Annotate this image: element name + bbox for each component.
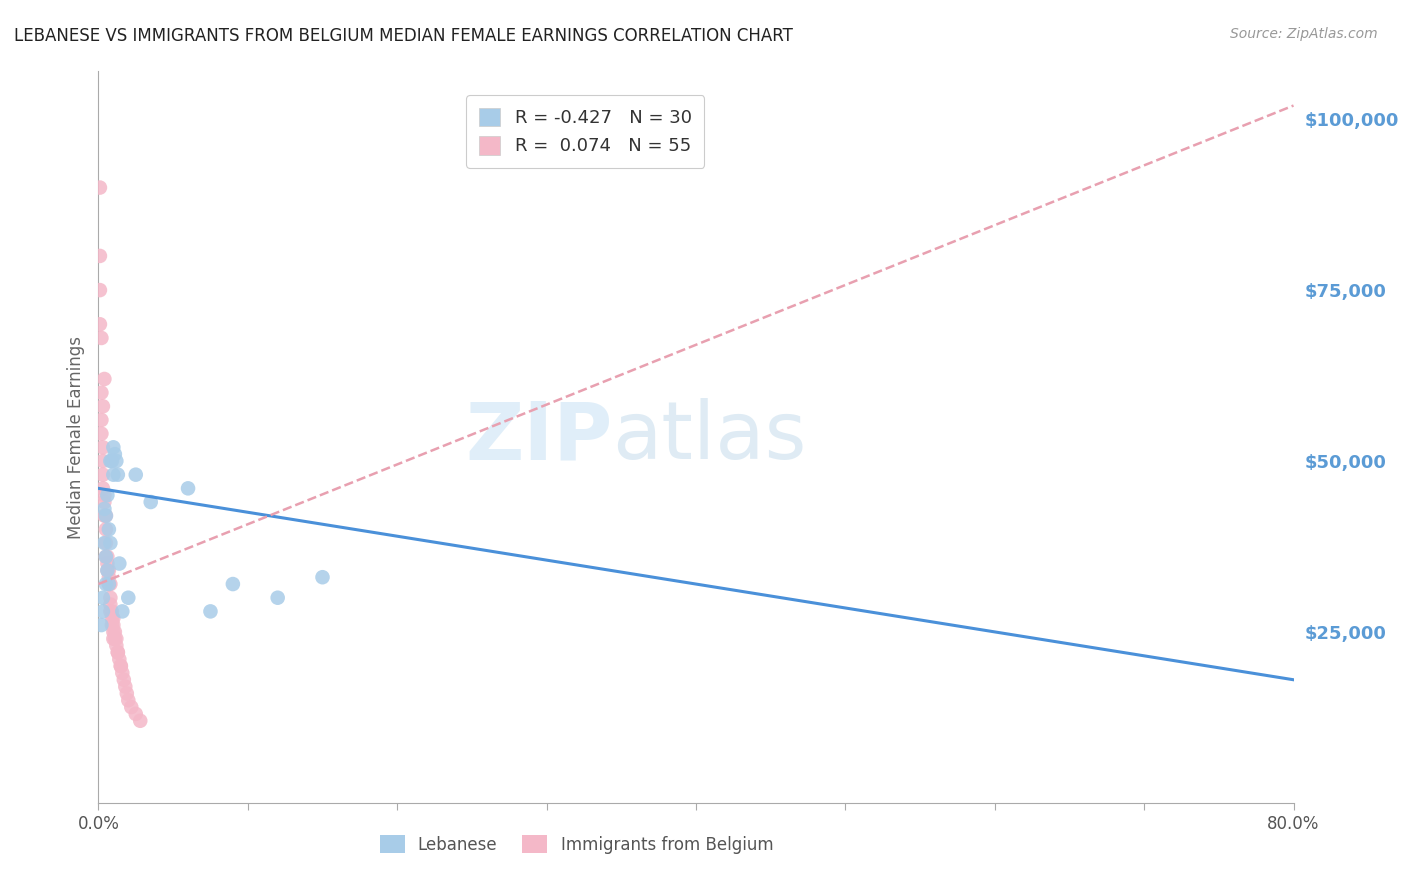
- Point: [94, 508, 117, 523]
- Point: [110, 659, 132, 673]
- Y-axis label: Median Female Earnings: Median Female Earnings: [66, 335, 84, 539]
- Point: [97, 570, 120, 584]
- Point: [101, 618, 124, 632]
- Point: [90, 413, 112, 427]
- Point: [94, 577, 117, 591]
- Point: [98, 598, 122, 612]
- Point: [108, 652, 131, 666]
- Point: [111, 604, 134, 618]
- Point: [117, 591, 139, 605]
- Point: [94, 536, 117, 550]
- Point: [103, 467, 125, 482]
- Point: [125, 706, 148, 721]
- Point: [104, 632, 127, 646]
- Text: Source: ZipAtlas.com: Source: ZipAtlas.com: [1230, 27, 1378, 41]
- Point: [117, 693, 139, 707]
- Point: [114, 680, 136, 694]
- Point: [96, 488, 118, 502]
- Point: [94, 508, 117, 523]
- Point: [90, 385, 112, 400]
- Point: [91, 481, 114, 495]
- Point: [129, 714, 152, 728]
- Point: [91, 400, 114, 414]
- Point: [97, 522, 120, 536]
- Point: [112, 673, 135, 687]
- Point: [107, 645, 129, 659]
- Point: [94, 522, 117, 536]
- Point: [103, 611, 125, 625]
- Point: [93, 495, 115, 509]
- Legend: Lebanese, Immigrants from Belgium: Lebanese, Immigrants from Belgium: [373, 829, 780, 860]
- Point: [103, 632, 125, 646]
- Text: LEBANESE VS IMMIGRANTS FROM BELGIUM MEDIAN FEMALE EARNINGS CORRELATION CHART: LEBANESE VS IMMIGRANTS FROM BELGIUM MEDI…: [14, 27, 793, 45]
- Point: [94, 549, 117, 564]
- Point: [93, 536, 115, 550]
- Point: [103, 618, 125, 632]
- Point: [93, 488, 115, 502]
- Point: [103, 624, 125, 639]
- Point: [97, 563, 120, 577]
- Point: [94, 549, 117, 564]
- Text: atlas: atlas: [613, 398, 807, 476]
- Point: [93, 501, 115, 516]
- Point: [107, 645, 129, 659]
- Point: [91, 440, 114, 454]
- Point: [105, 639, 128, 653]
- Point: [96, 563, 118, 577]
- Point: [91, 467, 114, 482]
- Point: [98, 536, 122, 550]
- Point: [115, 686, 138, 700]
- Point: [311, 570, 333, 584]
- Point: [125, 467, 148, 482]
- Point: [105, 454, 128, 468]
- Point: [93, 508, 115, 523]
- Point: [267, 591, 290, 605]
- Point: [177, 481, 200, 495]
- Point: [105, 632, 128, 646]
- Point: [90, 331, 112, 345]
- Point: [139, 495, 162, 509]
- Point: [120, 700, 142, 714]
- Point: [111, 665, 134, 680]
- Point: [90, 618, 112, 632]
- Point: [93, 372, 115, 386]
- Point: [97, 577, 120, 591]
- Point: [101, 454, 124, 468]
- Point: [107, 467, 129, 482]
- Point: [222, 577, 245, 591]
- Point: [89, 318, 111, 332]
- Point: [104, 447, 127, 461]
- Point: [104, 624, 127, 639]
- Point: [89, 249, 111, 263]
- Point: [91, 591, 114, 605]
- Point: [91, 604, 114, 618]
- Point: [90, 426, 112, 441]
- Point: [98, 454, 122, 468]
- Point: [91, 454, 114, 468]
- Point: [89, 180, 111, 194]
- Point: [98, 604, 122, 618]
- Point: [96, 549, 118, 564]
- Text: ZIP: ZIP: [465, 398, 613, 476]
- Point: [98, 577, 122, 591]
- Point: [103, 440, 125, 454]
- Point: [101, 611, 124, 625]
- Point: [89, 283, 111, 297]
- Point: [101, 604, 124, 618]
- Point: [200, 604, 222, 618]
- Point: [96, 557, 118, 571]
- Point: [97, 577, 120, 591]
- Point: [108, 557, 131, 571]
- Point: [96, 563, 118, 577]
- Point: [98, 591, 122, 605]
- Point: [110, 659, 132, 673]
